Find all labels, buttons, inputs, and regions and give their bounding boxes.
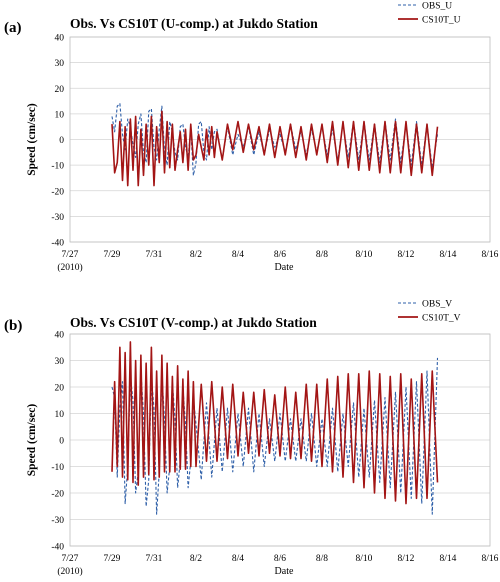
x-tick-label: 8/14 xyxy=(440,250,457,260)
legend-label: OBS_V xyxy=(422,300,452,310)
x-tick-label: 8/8 xyxy=(316,250,328,260)
x-tick-sublabel: (2010) xyxy=(57,262,82,273)
y-tick-label: 30 xyxy=(55,59,65,69)
plot-area-border xyxy=(69,333,491,547)
x-tick-label: 7/31 xyxy=(146,250,163,260)
x-tick-label: 7/29 xyxy=(104,554,121,564)
series-line-cs10t-v xyxy=(111,341,439,505)
series-line-cs10t-u xyxy=(111,110,439,187)
x-tick-label: 8/10 xyxy=(356,554,373,564)
legend-label: OBS_U xyxy=(422,2,452,12)
x-tick-label: 8/16 xyxy=(482,554,499,564)
x-tick-label: 8/2 xyxy=(190,250,202,260)
x-tick-label: 8/12 xyxy=(398,554,415,564)
x-tick-label: 8/12 xyxy=(398,250,415,260)
y-tick-label: 10 xyxy=(55,410,65,420)
x-tick-label: 8/4 xyxy=(232,250,244,260)
series-line-obs-v xyxy=(111,357,439,515)
legend-label: CS10T_V xyxy=(422,314,461,324)
y-tick-label: 0 xyxy=(59,437,64,447)
y-tick-label: -10 xyxy=(51,162,64,172)
y-axis-title: Speed (cm/sec) xyxy=(26,404,38,477)
y-tick-label: -10 xyxy=(51,463,64,473)
x-axis-title: Date xyxy=(275,262,294,273)
x-tick-label: 8/8 xyxy=(316,554,328,564)
y-axis-title: Speed (cm/sec) xyxy=(26,103,38,176)
x-tick-label: 7/27 xyxy=(62,554,79,564)
y-tick-label: 40 xyxy=(55,331,65,341)
y-tick-label: 20 xyxy=(55,85,65,95)
y-tick-label: 10 xyxy=(55,110,65,120)
x-tick-label: 8/10 xyxy=(356,250,373,260)
y-tick-label: 0 xyxy=(59,136,64,146)
y-tick-label: -30 xyxy=(51,516,64,526)
panel-b-label: (b) xyxy=(4,318,23,334)
x-tick-label: 8/14 xyxy=(440,554,457,564)
x-tick-label: 8/4 xyxy=(232,554,244,564)
panel-a-title: Obs. Vs CS10T (U-comp.) at Jukdo Station xyxy=(70,16,318,31)
chart-b: 40 30 20 10 0 -10 -20 -30 -407/27 (2010) 7/29 7/31 8… xyxy=(26,300,499,578)
y-tick-label: 30 xyxy=(55,357,65,367)
chart-a: 40 30 20 10 0 -10 -20 -30 -407/27 (2010) 7/29 7/31 8… xyxy=(26,2,499,274)
legend-label: CS10T_U xyxy=(422,16,461,26)
panel-a-label: (a) xyxy=(4,20,22,36)
x-tick-label: 8/6 xyxy=(274,250,286,260)
x-tick-label: 8/6 xyxy=(274,554,286,564)
x-tick-label: 7/27 xyxy=(62,250,79,260)
y-tick-label: -40 xyxy=(51,239,64,249)
y-tick-label: -30 xyxy=(51,213,64,223)
y-tick-label: -20 xyxy=(51,490,64,500)
x-tick-label: 8/16 xyxy=(482,250,499,260)
x-tick-label: 8/2 xyxy=(190,554,202,564)
plot-area-border xyxy=(69,36,491,243)
y-tick-label: -20 xyxy=(51,187,64,197)
y-tick-label: 40 xyxy=(55,34,65,44)
x-tick-label: 7/31 xyxy=(146,554,163,564)
x-tick-sublabel: (2010) xyxy=(57,566,82,577)
panel-b-title: Obs. Vs CS10T (V-comp.) at Jukdo Station xyxy=(70,315,317,330)
x-tick-label: 7/29 xyxy=(104,250,121,260)
x-axis-title: Date xyxy=(275,566,294,577)
y-tick-label: -40 xyxy=(51,543,64,553)
y-tick-label: 20 xyxy=(55,384,65,394)
